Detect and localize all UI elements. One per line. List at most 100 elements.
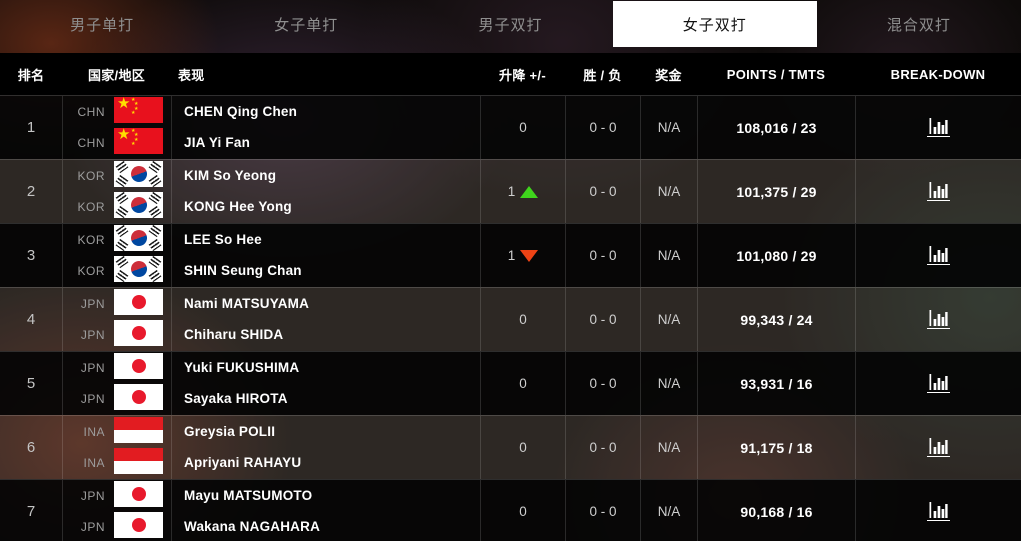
table-row: 2 KOR KOR KIM So Yeong KONG Hee Yong 1 0… <box>0 159 1021 223</box>
country-line: JPN <box>71 288 163 320</box>
flag-icon <box>114 191 163 223</box>
rank-value: 5 <box>26 375 36 392</box>
change-value: 1 <box>507 248 516 263</box>
points-cell: 90,168 / 16 <box>697 480 855 541</box>
change-cell: 0 <box>480 416 565 479</box>
winloss-value: 0 - 0 <box>589 440 617 455</box>
winloss-cell: 0 - 0 <box>565 480 640 541</box>
winloss-value: 0 - 0 <box>589 248 617 263</box>
change-value: 0 <box>519 120 527 135</box>
points-cell: 108,016 / 23 <box>697 96 855 159</box>
country-code: KOR <box>77 233 105 247</box>
country-cell: JPN JPN <box>62 480 171 541</box>
player-name: LEE So Hee <box>184 232 262 247</box>
prize-value: N/A <box>657 312 681 327</box>
players-cell: KIM So Yeong KONG Hee Yong <box>171 160 480 223</box>
country-line: KOR <box>71 191 163 223</box>
flag-kor-icon <box>114 224 163 251</box>
bar-chart-icon[interactable] <box>927 118 950 137</box>
prize-value: N/A <box>657 504 681 519</box>
tab-3-active[interactable]: 女子双打 <box>612 1 817 47</box>
flag-kor-icon <box>114 255 163 282</box>
bar-chart-icon[interactable] <box>927 374 950 393</box>
flag-icon <box>114 160 163 192</box>
prize-cell: N/A <box>640 224 697 287</box>
rank-cell: 7 <box>0 480 62 541</box>
country-line: JPN <box>71 319 163 351</box>
country-code: INA <box>83 425 105 439</box>
header-winloss: 胜 / 负 <box>583 67 622 83</box>
prize-value: N/A <box>657 376 681 391</box>
points-cell: 101,080 / 29 <box>697 224 855 287</box>
country-line: KOR <box>71 255 163 284</box>
header-rank: 排名 <box>17 67 45 83</box>
winloss-value: 0 - 0 <box>589 184 617 199</box>
country-code: JPN <box>80 489 105 503</box>
country-cell: JPN JPN <box>62 288 171 351</box>
flag-chn-icon: ★ ★ ★ ★ ★ <box>114 127 163 154</box>
prize-value: N/A <box>657 248 681 263</box>
country-line: KOR <box>71 160 163 192</box>
country-line: INA <box>71 447 163 476</box>
table-row: 6 INA INA Greysia POLII Apriyani RAHAYU … <box>0 415 1021 479</box>
points-value: 99,343 / 24 <box>740 311 813 328</box>
points-value: 101,375 / 29 <box>736 183 817 200</box>
winloss-cell: 0 - 0 <box>565 288 640 351</box>
flag-kor-icon <box>114 160 163 187</box>
winloss-cell: 0 - 0 <box>565 160 640 223</box>
bar-chart-icon[interactable] <box>927 246 950 265</box>
flag-icon <box>114 288 163 320</box>
change-cell: 1 <box>480 224 565 287</box>
table-row: 7 JPN JPN Mayu MATSUMOTO Wakana NAGAHARA… <box>0 479 1021 541</box>
rank-value: 6 <box>26 439 36 456</box>
table-row: 5 JPN JPN Yuki FUKUSHIMA Sayaka HIROTA 0… <box>0 351 1021 415</box>
breakdown-cell <box>855 480 1021 541</box>
flag-jpn-icon <box>114 319 163 346</box>
player-name: JIA Yi Fan <box>184 135 251 150</box>
country-code: CHN <box>77 105 105 119</box>
tab-1[interactable]: 女子单打 <box>274 16 339 34</box>
players-cell: Nami MATSUYAMA Chiharu SHIDA <box>171 288 480 351</box>
breakdown-cell <box>855 160 1021 223</box>
flag-icon <box>114 319 163 351</box>
winloss-value: 0 - 0 <box>589 312 617 327</box>
breakdown-cell <box>855 352 1021 415</box>
player-name: KONG Hee Yong <box>184 199 292 214</box>
change-cell: 0 <box>480 480 565 541</box>
bar-chart-icon[interactable] <box>927 438 950 457</box>
change-arrow-icon <box>520 249 539 262</box>
rank-value: 3 <box>26 247 36 264</box>
flag-icon <box>114 511 163 541</box>
country-code: KOR <box>77 264 105 278</box>
change-arrow-icon <box>520 185 539 198</box>
change-value: 0 <box>519 504 527 519</box>
change-value: 1 <box>507 184 516 199</box>
bar-chart-icon[interactable] <box>927 310 950 329</box>
players-cell: Greysia POLII Apriyani RAHAYU <box>171 416 480 479</box>
tab-0[interactable]: 男子单打 <box>70 16 135 34</box>
player-name: Chiharu SHIDA <box>184 327 284 342</box>
bar-chart-icon[interactable] <box>927 502 950 521</box>
rank-cell: 6 <box>0 416 62 479</box>
header-change: 升降 +/- <box>499 67 546 83</box>
tab-4[interactable]: 混合双打 <box>886 16 951 34</box>
country-code: CHN <box>77 136 105 150</box>
prize-value: N/A <box>657 120 681 135</box>
flag-icon <box>114 352 163 384</box>
player-name: Sayaka HIROTA <box>184 391 288 406</box>
bar-chart-icon[interactable] <box>927 182 950 201</box>
rank-value: 7 <box>26 503 36 520</box>
table-row: 3 KOR KOR LEE So Hee SHIN Seung Chan 1 0… <box>0 223 1021 287</box>
country-cell: CHN ★ ★ ★ ★ ★ CHN ★ ★ ★ ★ ★ <box>62 96 171 159</box>
winloss-value: 0 - 0 <box>589 120 617 135</box>
country-code: JPN <box>80 520 105 534</box>
prize-cell: N/A <box>640 416 697 479</box>
country-line: CHN ★ ★ ★ ★ ★ <box>71 127 163 156</box>
flag-jpn-icon <box>114 352 163 379</box>
country-line: JPN <box>71 383 163 412</box>
tab-2[interactable]: 男子双打 <box>478 16 543 34</box>
player-name: Mayu MATSUMOTO <box>184 488 313 503</box>
country-cell: KOR KOR <box>62 224 171 287</box>
header-points: POINTS / TMTS <box>726 66 826 82</box>
header-country: 国家/地区 <box>87 67 146 83</box>
